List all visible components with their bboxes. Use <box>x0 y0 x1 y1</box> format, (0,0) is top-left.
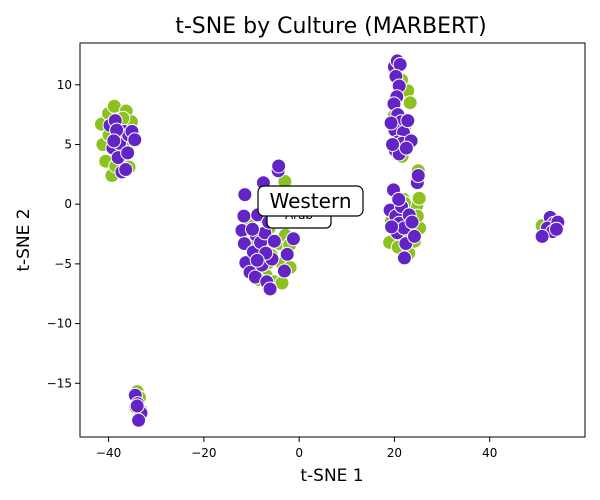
y-axis-ticks: 10 5 0 −5 −10 −15 <box>47 78 80 390</box>
x-tick-label: 0 <box>295 446 303 460</box>
scatter-point <box>285 231 301 247</box>
scatter-point <box>402 95 418 111</box>
scatter-point <box>127 132 143 148</box>
scatter-point <box>276 263 292 279</box>
scatter-point <box>262 281 278 297</box>
y-tick-label: −5 <box>54 257 72 271</box>
scatter-point <box>244 221 260 237</box>
y-tick-label: −10 <box>47 317 72 331</box>
scatter-point <box>400 113 416 129</box>
scatter-point <box>106 133 122 149</box>
scatter-point <box>118 162 134 178</box>
scatter-point <box>411 190 427 206</box>
scatter-point <box>237 187 253 203</box>
scatter-point <box>398 140 414 156</box>
scatter-point <box>410 168 426 184</box>
scatter-point <box>383 115 399 131</box>
scatter-point <box>120 145 136 161</box>
scatter-point <box>249 252 265 268</box>
scatter-point <box>384 219 400 235</box>
x-tick-label: −40 <box>96 446 121 460</box>
scatter-point <box>385 136 401 152</box>
scatter-point <box>534 228 550 244</box>
scatter-point <box>404 214 420 230</box>
scatter-point <box>396 250 412 266</box>
y-axis-title: t-SNE 2 <box>14 208 34 271</box>
y-tick-label: −15 <box>47 376 72 390</box>
annotation-western: Western <box>257 185 364 217</box>
x-axis-ticks: −40 −20 0 20 40 <box>96 437 497 460</box>
annotation-western-label: Western <box>269 189 351 213</box>
y-tick-label: 5 <box>64 137 72 151</box>
scatter-point <box>406 228 422 244</box>
chart-title: t-SNE by Culture (MARBERT) <box>175 14 487 39</box>
scatter-point <box>131 412 147 428</box>
scatter-point <box>266 233 282 249</box>
scatter-point <box>129 398 145 414</box>
x-axis-title: t-SNE 1 <box>300 466 363 486</box>
plot-frame <box>79 42 586 438</box>
scatter-point <box>548 221 564 237</box>
scatter-point <box>391 191 407 207</box>
scatter-point <box>236 208 252 224</box>
x-tick-label: −20 <box>191 446 216 460</box>
x-tick-label: 40 <box>482 446 497 460</box>
scatter-point <box>279 246 295 262</box>
y-tick-label: 0 <box>64 197 72 211</box>
points-layer <box>93 53 566 428</box>
scatter-point <box>271 158 287 174</box>
annotation-western-box <box>257 185 364 217</box>
x-tick-label: 20 <box>387 446 402 460</box>
y-tick-label: 10 <box>57 78 72 92</box>
